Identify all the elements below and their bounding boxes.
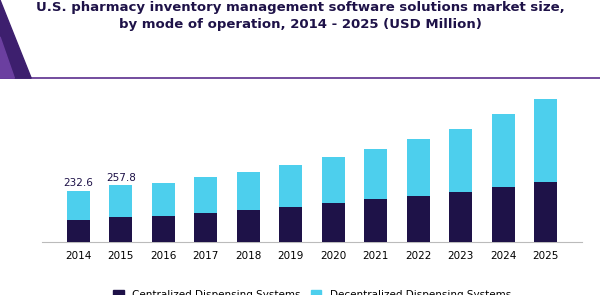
Bar [407, 196, 430, 242]
Bar [194, 178, 217, 213]
Bar [279, 165, 302, 207]
Bar [67, 220, 90, 242]
Bar [194, 213, 217, 242]
Bar [322, 203, 345, 242]
Bar [236, 172, 260, 210]
Bar [322, 157, 345, 203]
Bar [534, 182, 557, 242]
Bar [449, 130, 472, 192]
Bar [364, 199, 388, 242]
Text: U.S. pharmacy inventory management software solutions market size,
by mode of op: U.S. pharmacy inventory management softw… [35, 1, 565, 32]
Bar [67, 191, 90, 220]
Bar [152, 183, 175, 216]
Bar [491, 187, 515, 242]
Legend: Centralized Dispensing Systems, Decentralized Dispensing Systems: Centralized Dispensing Systems, Decentra… [113, 290, 511, 295]
Bar [364, 149, 388, 199]
Bar [152, 216, 175, 242]
Bar [491, 114, 515, 187]
Bar [407, 139, 430, 196]
Bar [534, 99, 557, 182]
Text: 232.6: 232.6 [63, 178, 93, 188]
Text: 257.8: 257.8 [106, 173, 136, 183]
Bar [109, 185, 133, 217]
Bar [109, 217, 133, 242]
Bar [279, 207, 302, 242]
Bar [449, 192, 472, 242]
Bar [236, 210, 260, 242]
